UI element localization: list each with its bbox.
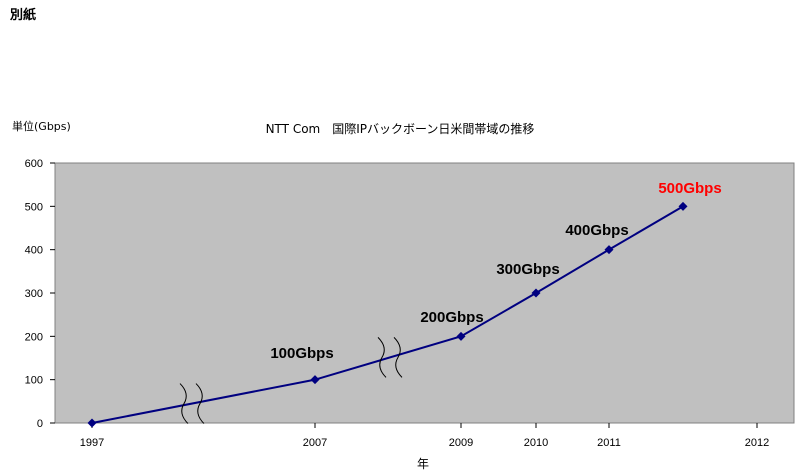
y-tick-label: 100 — [25, 375, 43, 387]
data-label: 100Gbps — [270, 345, 333, 362]
data-point-marker — [87, 418, 97, 428]
y-tick-label: 600 — [25, 158, 43, 170]
x-tick-label: 2007 — [303, 437, 327, 449]
series-line — [91, 205, 684, 424]
y-axis-unit-label: 単位(Gbps) — [12, 120, 71, 133]
data-point-marker — [456, 331, 466, 341]
data-labels: 100Gbps 200Gbps 300Gbps 400Gbps 500Gbps — [270, 180, 721, 362]
plot-area — [54, 162, 795, 424]
data-label: 300Gbps — [496, 261, 559, 278]
data-label: 500Gbps — [658, 180, 721, 197]
chart-title: NTT Com 国際IPバックボーン日米間帯域の推移 — [265, 122, 535, 136]
data-point-marker — [678, 201, 688, 211]
y-axis-ticks: 0 100 200 300 400 500 600 — [25, 158, 55, 430]
y-tick-label: 0 — [37, 418, 43, 430]
axis-break-mark — [179, 383, 189, 424]
x-tick-label: 2012 — [745, 437, 769, 449]
data-markers — [87, 201, 688, 428]
data-point-marker — [310, 375, 320, 385]
x-tick-label: 2011 — [597, 437, 621, 449]
y-tick-label: 500 — [25, 201, 43, 213]
x-tick-label: 1997 — [80, 437, 104, 449]
axis-break-mark — [377, 337, 387, 378]
axis-break-marks — [179, 337, 403, 424]
y-tick-label: 200 — [25, 331, 43, 343]
data-point-marker — [604, 245, 614, 255]
x-axis-label: 年 — [417, 457, 430, 471]
data-label: 400Gbps — [565, 222, 628, 239]
data-point-marker — [531, 288, 541, 298]
axis-break-mark — [195, 383, 205, 424]
x-axis-ticks: 1997 2007 2009 2010 2011 2012 — [80, 423, 769, 449]
page-label: 別紙 — [10, 8, 37, 23]
data-label: 200Gbps — [420, 309, 483, 326]
axis-break-mark — [393, 337, 403, 378]
y-tick-label: 300 — [25, 288, 43, 300]
x-tick-label: 2010 — [524, 437, 548, 449]
y-tick-label: 400 — [25, 245, 43, 257]
x-tick-label: 2009 — [449, 437, 473, 449]
